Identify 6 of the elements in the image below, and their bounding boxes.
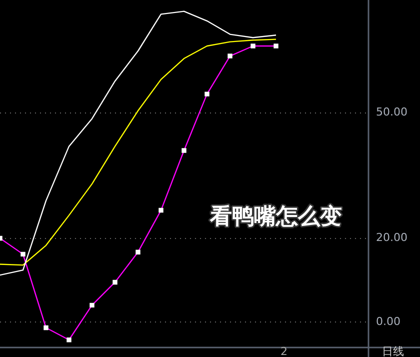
y-tick-label: 0.00 [376, 314, 400, 328]
y-tick-label: 20.00 [376, 231, 408, 244]
annotation: 2 [280, 344, 288, 357]
annotation: 看鸭嘴怎么变 [209, 204, 342, 230]
text: 日线 [382, 344, 404, 357]
y-tick-label: 50.00 [376, 106, 408, 119]
